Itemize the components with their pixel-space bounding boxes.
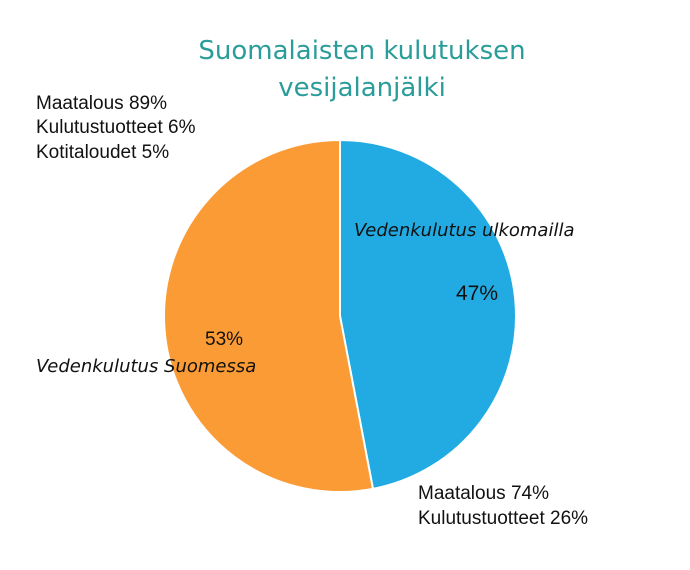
- pie-slice-finland: [163, 138, 375, 493]
- chart-title: Suomalaisten kulutuksen vesijalanjälki: [198, 36, 525, 103]
- pie-slices: [163, 138, 517, 493]
- slice-value-finland: 53%: [205, 329, 243, 350]
- chart-title-line-1: Suomalaisten kulutuksen: [198, 36, 525, 66]
- finland-breakdown-line: Maatalous 89%: [36, 93, 167, 114]
- slice-value-abroad: 47%: [456, 282, 498, 305]
- abroad-breakdown-line: Kulutustuotteet 26%: [418, 508, 588, 529]
- pie-slice-abroad: [339, 138, 517, 491]
- slice-label-finland: Vedenkulutus Suomessa: [36, 356, 256, 377]
- finland-breakdown-line: Kulutustuotteet 6%: [36, 117, 196, 138]
- chart-title-line-2: vesijalanjälki: [278, 73, 446, 103]
- abroad-breakdown-line: Maatalous 74%: [418, 483, 549, 504]
- finland-breakdown-line: Kotitaloudet 5%: [36, 142, 169, 163]
- abroad-breakdown: Maatalous 74% Kulutustuotteet 26%: [418, 483, 588, 529]
- finland-breakdown: Maatalous 89% Kulutustuotteet 6% Kotital…: [36, 93, 196, 163]
- slice-label-abroad: Vedenkulutus ulkomailla: [354, 220, 575, 241]
